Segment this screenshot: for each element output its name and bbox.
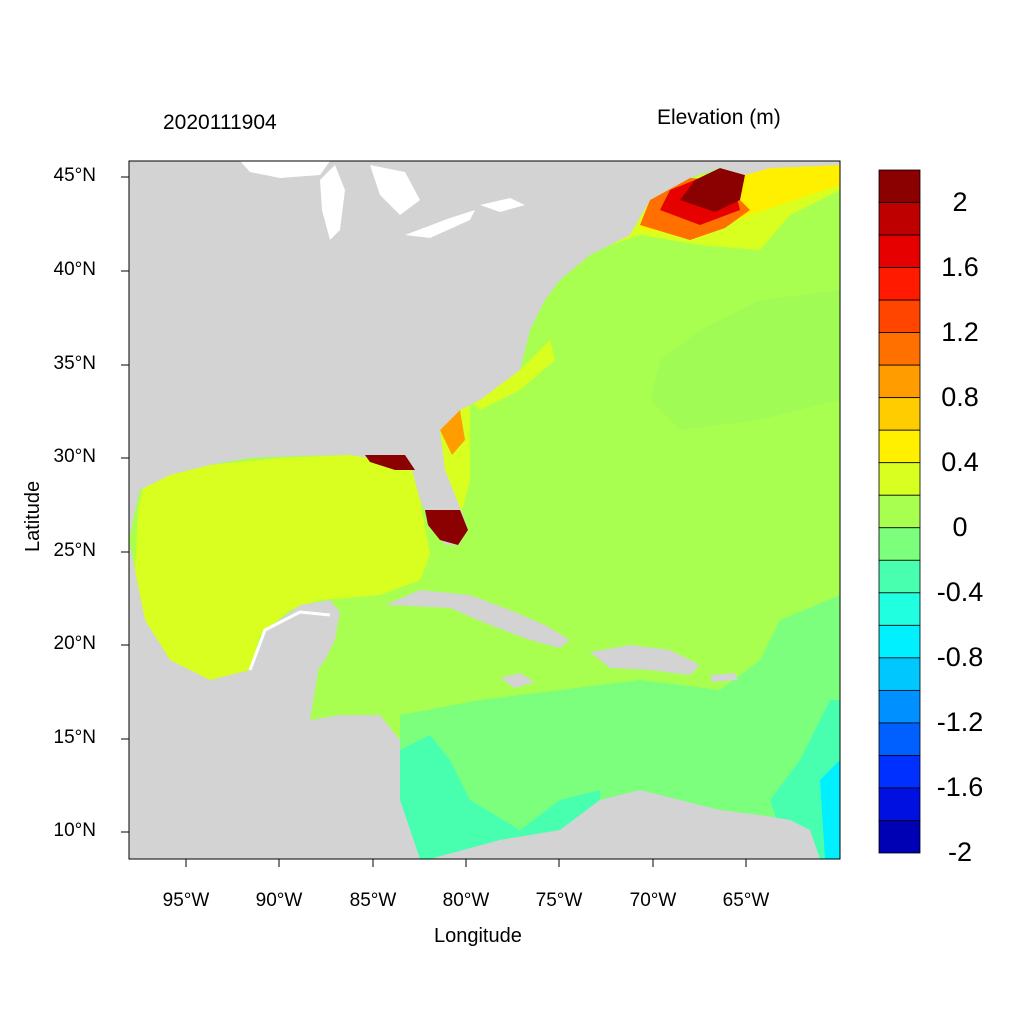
- axis-ticks: [121, 176, 747, 867]
- land-north-america: [129, 161, 840, 545]
- colorbar-swatch: [878, 657, 921, 691]
- x-tick-label: 75°W: [535, 890, 583, 911]
- ocean-colombia-basin: [400, 735, 600, 859]
- lake-superior: [240, 161, 330, 178]
- colorbar-swatch: [878, 592, 921, 626]
- colorbar-swatch: [878, 267, 921, 301]
- x-tick-label: 70°W: [629, 890, 677, 911]
- land-hispaniola: [590, 645, 700, 675]
- x-tick-label: 80°W: [442, 890, 490, 911]
- colorbar-swatch: [878, 559, 921, 594]
- colorbar-label: 0.8: [941, 381, 979, 412]
- colorbar-swatch: [878, 299, 921, 334]
- land-surge-gulf-coast: [365, 455, 415, 470]
- ocean-maine-darkred: [680, 168, 745, 212]
- x-tick-label: 90°W: [255, 890, 303, 911]
- colorbar-swatch: [878, 169, 921, 203]
- colorbar-swatch: [878, 787, 921, 821]
- colorbar-label: -2: [947, 837, 972, 867]
- x-tick-label: 95°W: [162, 890, 210, 911]
- plot-frame: [128, 160, 841, 860]
- variable-label: Elevation (m): [657, 106, 781, 129]
- colorbar-swatch: [878, 494, 921, 529]
- land-surge-florida: [425, 510, 468, 545]
- land-puerto-rico: [710, 673, 738, 682]
- colorbar: [878, 169, 921, 854]
- colorbar-label: 0: [952, 511, 968, 542]
- colorbar-label: -1.2: [936, 706, 984, 737]
- colorbar-label: 0.4: [941, 446, 979, 477]
- lake-erie: [405, 210, 475, 238]
- colorbar-swatch: [878, 364, 921, 399]
- colorbar-label: 1.6: [941, 251, 979, 282]
- y-tick-label: 45°N: [53, 165, 96, 186]
- y-tick-label: 30°N: [53, 446, 96, 467]
- lake-huron: [370, 165, 420, 215]
- colorbar-swatch: [878, 689, 921, 724]
- colorbar-swatch: [878, 332, 921, 366]
- date-label: 2020111904: [163, 111, 277, 134]
- colorbar-swatch: [878, 624, 921, 659]
- colorbar-label: -0.4: [936, 576, 984, 607]
- y-tick-label: 35°N: [53, 353, 96, 374]
- colorbar-swatch: [878, 397, 921, 431]
- land-mexico: [129, 540, 420, 859]
- colorbar-swatch: [878, 234, 921, 268]
- y-tick-label: 25°N: [53, 540, 96, 561]
- colorbar-swatch: [878, 429, 921, 464]
- ocean-georgia-orange: [440, 410, 465, 455]
- gulf-coast-white: [248, 610, 331, 671]
- ocean-atlantic-patch: [650, 290, 840, 430]
- x-tick-label: 65°W: [722, 890, 770, 911]
- land-jamaica: [500, 673, 535, 688]
- y-tick-label: 40°N: [53, 259, 96, 280]
- y-tick-label: 20°N: [53, 633, 96, 654]
- colorbar-label: 2: [952, 186, 968, 217]
- ocean-gulf-of-mexico: [135, 455, 430, 680]
- x-tick-label: 85°W: [349, 890, 397, 911]
- ocean-east-cyan: [820, 760, 840, 859]
- colorbar-swatch: [878, 527, 921, 561]
- colorbar-swatch: [878, 755, 921, 789]
- x-axis-title: Longitude: [434, 925, 522, 947]
- lake-ontario: [480, 198, 525, 212]
- colorbar-label: 1.2: [941, 316, 979, 347]
- lake-michigan: [320, 165, 345, 240]
- y-tick-label: 15°N: [53, 727, 96, 748]
- colorbar-label: -0.8: [936, 641, 984, 672]
- land-cuba: [385, 590, 570, 648]
- colorbar-swatch: [878, 722, 921, 756]
- colorbar-swatch: [878, 462, 921, 496]
- y-tick-label: 10°N: [53, 820, 96, 841]
- land-south-america: [430, 790, 820, 859]
- colorbar-label: -1.6: [936, 771, 984, 802]
- colorbar-swatch: [878, 202, 921, 236]
- ocean-caribbean: [400, 595, 840, 859]
- colorbar-swatch: [878, 820, 921, 854]
